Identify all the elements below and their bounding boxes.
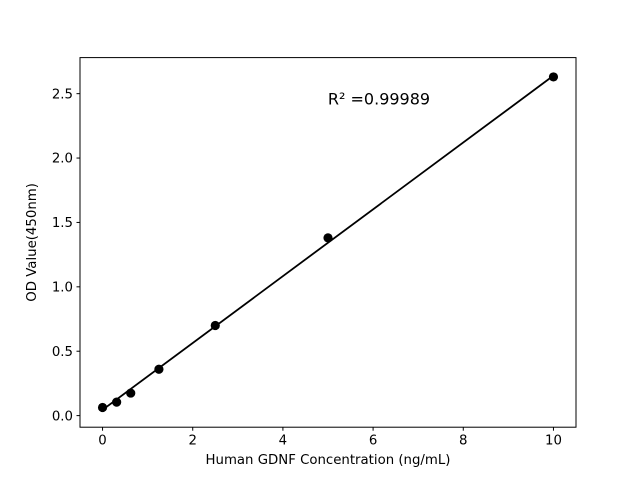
x-tick-label: 0 [98,434,106,449]
y-tick-label: 2.5 [52,87,73,102]
data-point [154,364,164,374]
fit-line [102,74,554,411]
y-axis-label: OD Value(450nm) [25,183,40,302]
y-tick-label: 0.0 [52,409,73,424]
data-point [112,397,122,407]
r-squared-annotation: R² =0.99989 [328,90,430,109]
y-tick-label: 0.5 [52,345,73,360]
x-tick-label: 8 [459,434,467,449]
x-axis-label: Human GDNF Concentration (ng/mL) [206,453,451,468]
x-tick-label: 10 [545,434,562,449]
x-tick-label: 2 [188,434,196,449]
y-tick-label: 1.5 [52,216,73,231]
data-point [323,233,333,243]
plot-spines [79,57,577,428]
x-tick-label: 6 [369,434,377,449]
y-tick-label: 1.0 [52,281,73,296]
data-point [97,402,108,413]
data-point [210,320,220,331]
y-tick-label: 2.0 [52,152,73,167]
x-tick-label: 4 [279,434,287,449]
data-point [126,388,136,398]
data-point [548,72,559,82]
